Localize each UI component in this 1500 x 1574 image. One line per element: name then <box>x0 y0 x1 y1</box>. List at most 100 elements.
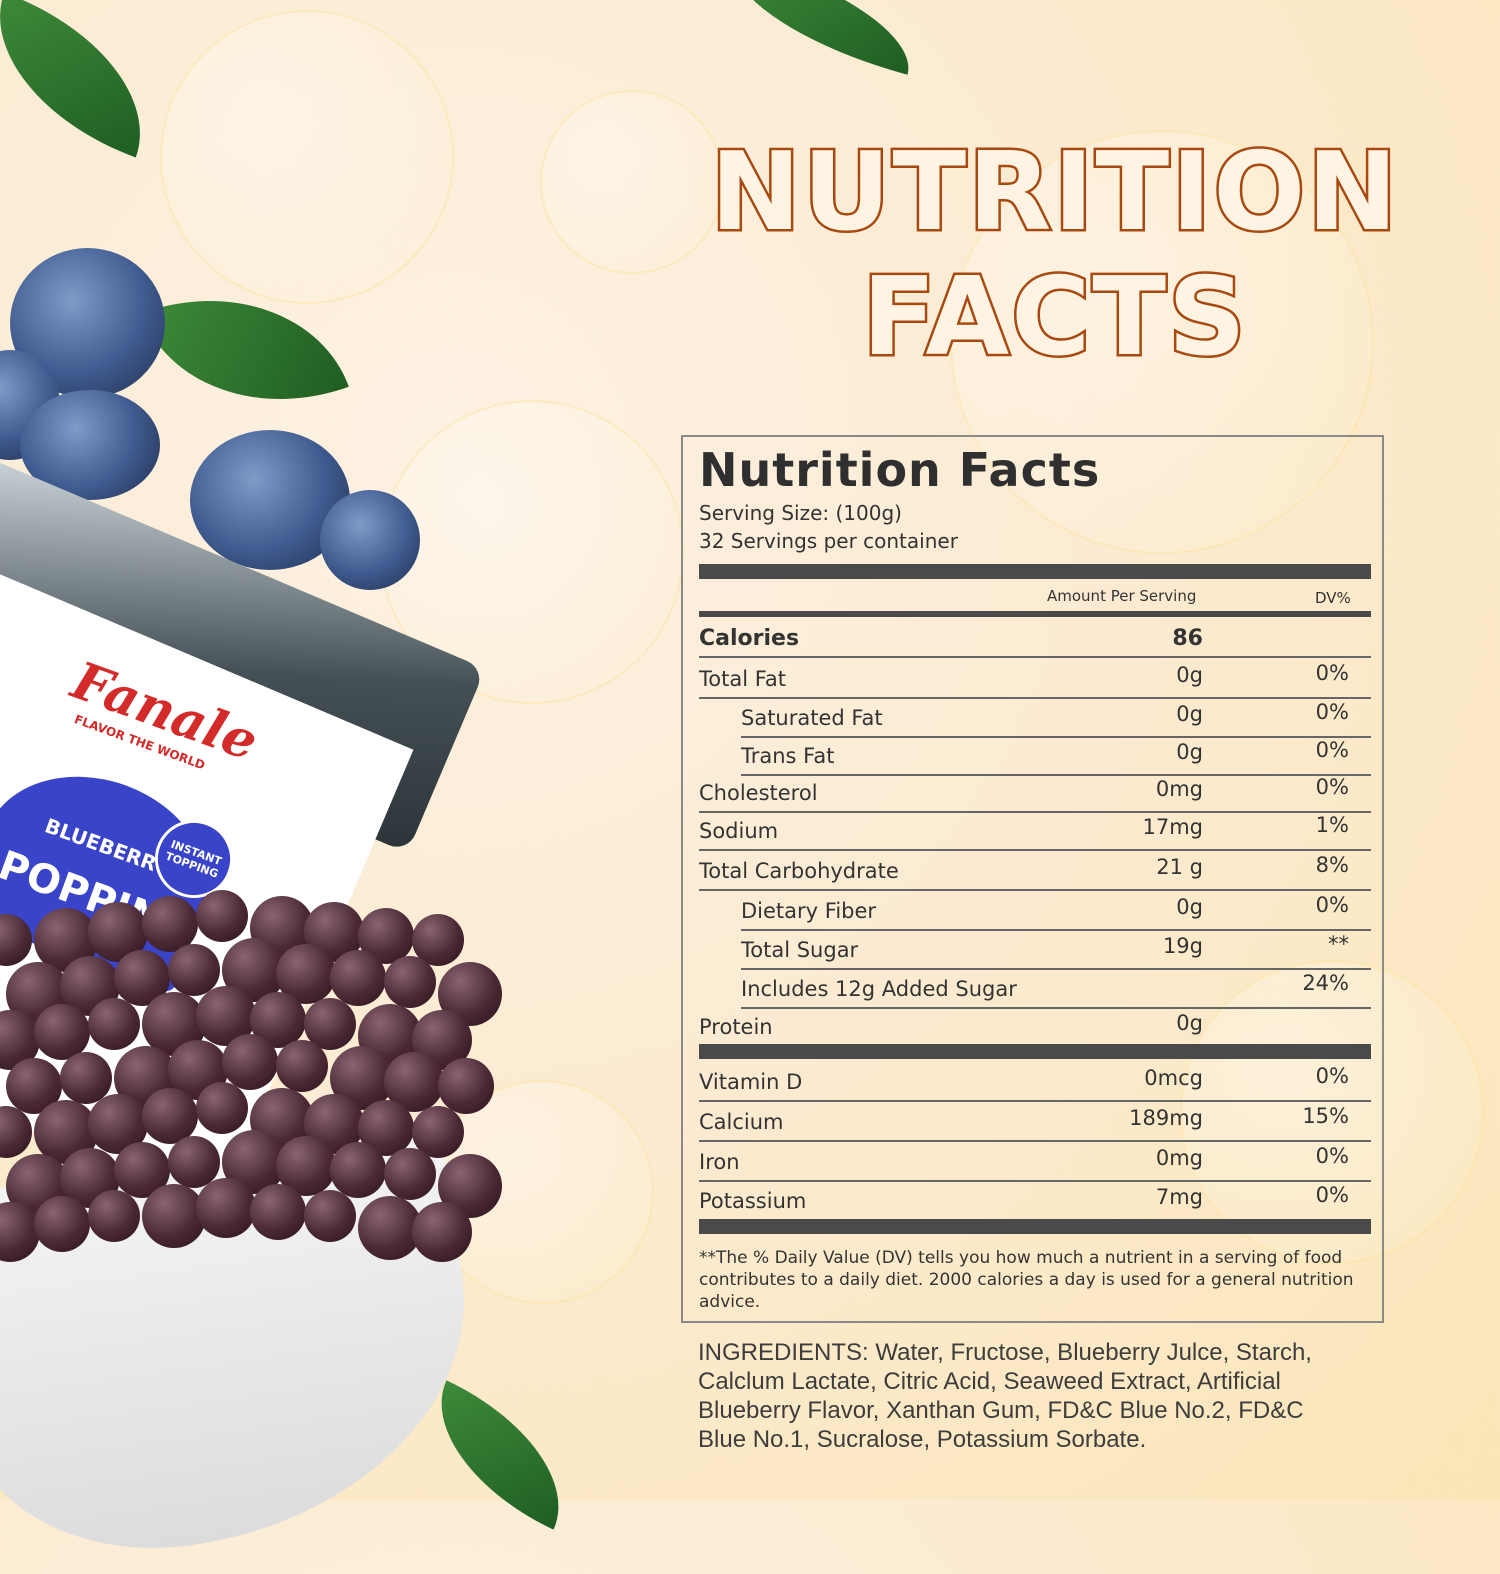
pearl <box>196 890 248 942</box>
nutrient-row: Cholesterol 0mg 0% <box>699 773 1371 809</box>
column-header-dv: DV% <box>1315 589 1351 607</box>
headline-line1: NUTRITION <box>708 128 1400 258</box>
divider-thick <box>699 1044 1371 1059</box>
blueberry <box>320 490 420 590</box>
nutrient-row: Trans Fat 0g 0% <box>699 736 1371 772</box>
pearl <box>196 1178 256 1238</box>
serving-size: Serving Size: (100g) <box>699 501 902 525</box>
decor-bubble <box>950 130 1374 554</box>
divider-medium <box>699 611 1371 617</box>
nutrient-dv: 0% <box>1315 775 1349 799</box>
divider-line <box>699 1140 1371 1142</box>
pearl <box>88 1190 140 1242</box>
nutrient-name: Includes 12g Added Sugar <box>741 977 1017 1001</box>
nutrient-dv: 0% <box>1315 893 1349 917</box>
nutrient-dv: 0% <box>1315 738 1349 762</box>
nutrient-amount: 0g <box>1176 895 1203 919</box>
nutrient-name: Total Sugar <box>741 938 859 962</box>
column-header-amount: Amount Per Serving <box>1047 587 1197 605</box>
divider-line <box>699 889 1371 891</box>
nutrient-dv: 0% <box>1315 661 1349 685</box>
pearl <box>34 1004 90 1060</box>
divider-line <box>699 1100 1371 1102</box>
leaf-decoration <box>0 0 174 158</box>
divider-line <box>741 1007 1371 1009</box>
nutrient-row: Dietary Fiber 0g 0% <box>699 891 1371 927</box>
pearl <box>196 1082 248 1134</box>
nutrient-amount: 0g <box>1176 1011 1203 1035</box>
divider-line <box>699 849 1371 851</box>
divider-line <box>741 929 1371 931</box>
pearl <box>0 914 32 966</box>
pearl <box>34 1196 90 1252</box>
nutrient-amount: 17mg <box>1142 815 1203 839</box>
divider-line <box>741 968 1371 970</box>
nutrient-amount: 7mg <box>1155 1185 1203 1209</box>
pearl <box>0 1106 32 1158</box>
nutrient-name: Calcium <box>699 1110 784 1134</box>
pearl <box>88 998 140 1050</box>
nutrient-name: Total Carbohydrate <box>699 859 899 883</box>
pearl <box>60 1052 112 1104</box>
pearl <box>142 896 198 952</box>
pearl <box>384 956 436 1008</box>
nutrient-amount: 0g <box>1176 740 1203 764</box>
nutrition-facts-panel: Nutrition Facts Serving Size: (100g) 32 … <box>681 435 1384 1323</box>
dv-footnote: **The % Daily Value (DV) tells you how m… <box>699 1248 1354 1312</box>
pearl <box>276 1040 328 1092</box>
divider-line <box>741 736 1371 738</box>
nutrient-row: Total Carbohydrate 21 g 8% <box>699 851 1371 887</box>
nutrient-row: Potassium 7mg 0% <box>699 1181 1371 1217</box>
pearl <box>142 1088 198 1144</box>
pearl <box>168 1136 220 1188</box>
divider-thick <box>699 564 1371 579</box>
nutrient-amount: 0mg <box>1155 777 1203 801</box>
decor-bubble <box>540 90 724 274</box>
divider-line <box>699 697 1371 699</box>
nutrient-row: Vitamin D 0mcg 0% <box>699 1062 1371 1098</box>
nutrient-name: Trans Fat <box>741 744 835 768</box>
nutrient-row: Total Sugar 19g ** <box>699 930 1371 966</box>
nutrient-row: Sodium 17mg 1% <box>699 811 1371 847</box>
nutrient-dv: 0% <box>1315 1064 1349 1088</box>
nutrient-dv: 0% <box>1315 1144 1349 1168</box>
nutrient-amount: 19g <box>1162 934 1203 958</box>
ingredients-text: INGREDIENTS: Water, Fructose, Blueberry … <box>698 1339 1312 1453</box>
pearl <box>142 1184 206 1248</box>
nutrient-amount: 21 g <box>1156 855 1203 879</box>
divider-line <box>741 774 1371 776</box>
nutrient-dv: 0% <box>1315 700 1349 724</box>
nutrient-row: Includes 12g Added Sugar 24% <box>699 969 1371 1005</box>
nutrient-name: Total Fat <box>699 667 786 691</box>
nutrient-amount: 0g <box>1176 702 1203 726</box>
divider-line <box>699 811 1371 813</box>
nutrient-name: Cholesterol <box>699 781 818 805</box>
nutrient-row: Protein 0g <box>699 1007 1371 1043</box>
label-title: Nutrition Facts <box>699 443 1101 497</box>
product-image: Fanale FLAVOR THE WORLD BLUEBERRY POPPIN… <box>0 240 520 1574</box>
nutrient-amount: 0mcg <box>1144 1066 1203 1090</box>
nutrient-name: Potassium <box>699 1189 807 1213</box>
nutrient-name: Protein <box>699 1015 773 1039</box>
nutrient-amount: 0g <box>1176 663 1203 687</box>
divider-line <box>699 656 1371 658</box>
pearl <box>168 944 220 996</box>
decor-bubble <box>1180 960 1484 1264</box>
pearl <box>384 1148 436 1200</box>
nutrient-name: Saturated Fat <box>741 706 883 730</box>
nutrient-dv: ** <box>1328 932 1349 956</box>
nutrient-amount: 0mg <box>1155 1146 1203 1170</box>
pearl <box>438 1058 494 1114</box>
nutrient-row: Iron 0mg 0% <box>699 1142 1371 1178</box>
pearl <box>222 1034 278 1090</box>
nutrient-row: Saturated Fat 0g 0% <box>699 698 1371 734</box>
servings-per-container: 32 Servings per container <box>699 529 958 553</box>
nutrient-dv: 24% <box>1302 971 1349 995</box>
nutrient-name: Iron <box>699 1150 740 1174</box>
pearl <box>250 1184 306 1240</box>
pearl <box>304 1190 356 1242</box>
leaf-decoration <box>714 0 926 75</box>
nutrient-name: Vitamin D <box>699 1070 803 1094</box>
popping-pearls <box>0 890 502 1290</box>
nutrient-name: Dietary Fiber <box>741 899 877 923</box>
